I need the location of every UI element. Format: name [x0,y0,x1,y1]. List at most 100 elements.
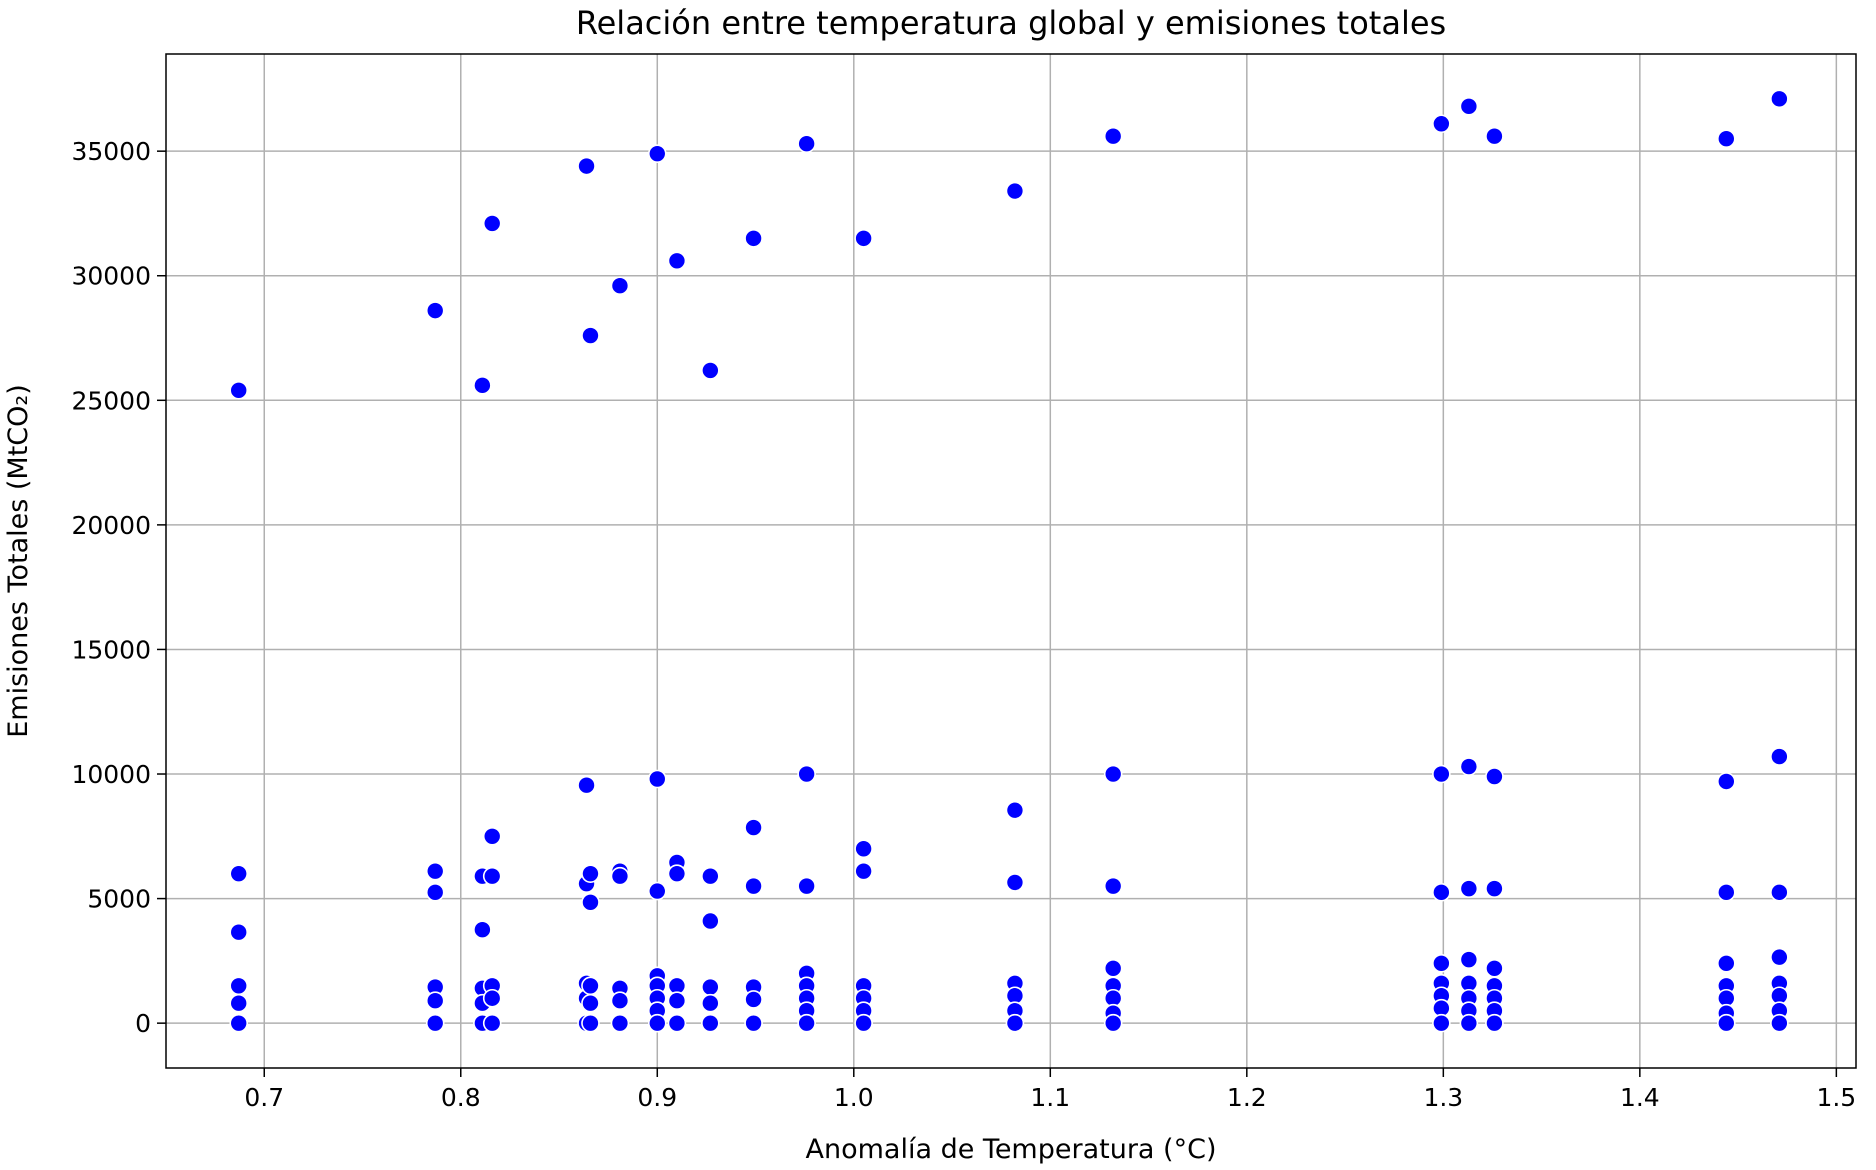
x-tick-label: 1.4 [1620,1083,1660,1112]
data-point [1770,747,1789,766]
data-point [1103,764,1123,784]
y-tick-label: 10000 [71,760,151,789]
data-point [797,876,816,896]
data-point [482,988,502,1008]
data-point [701,866,720,886]
x-tick-label: 1.0 [834,1083,874,1112]
data-point [744,1013,763,1033]
data-point [1717,883,1736,902]
data-point [425,861,445,881]
data-point [667,251,687,271]
data-point [1717,772,1736,791]
data-point [797,134,816,153]
y-tick-label: 20000 [71,511,151,540]
data-point [1770,89,1789,109]
x-tick-label: 1.3 [1423,1083,1463,1112]
data-point [647,144,667,163]
data-point [610,1013,630,1033]
data-point [1770,947,1789,967]
data-point [1103,959,1123,978]
y-tick-label: 15000 [71,635,151,664]
plot-frame [165,53,1857,1069]
x-tick-label: 1.1 [1030,1083,1070,1112]
data-point [854,861,873,881]
data-point [581,1013,600,1033]
y-tick-label: 0 [135,1009,151,1038]
x-tick-label: 1.2 [1227,1083,1267,1112]
data-point [482,866,502,886]
data-point [1432,764,1451,784]
data-point [701,911,720,931]
data-point [1485,767,1504,786]
data-point [229,1013,249,1033]
data-point [610,866,630,886]
data-point [1717,129,1736,149]
data-point [667,991,687,1011]
data-point [1459,97,1479,116]
data-point [1005,873,1025,892]
data-point [229,381,249,400]
data-point [647,881,667,901]
data-point [1459,879,1479,898]
data-point [744,818,763,837]
data-point [667,864,687,883]
data-point [1485,879,1504,898]
x-tick-label: 1.5 [1816,1083,1856,1112]
chart-title: Relación entre temperatura global y emis… [576,4,1446,42]
data-point [425,883,445,902]
data-point [581,326,600,345]
data-point [1770,1013,1789,1033]
data-point [1005,800,1025,820]
data-point [1005,181,1025,201]
data-point [1103,126,1123,146]
data-point [701,977,720,997]
x-tick-label: 0.9 [637,1083,677,1112]
data-point [610,276,630,296]
data-point [1005,1013,1025,1033]
data-point [229,922,249,942]
data-point [425,301,445,320]
data-point [1459,950,1479,969]
data-point [581,864,600,883]
data-point [229,864,249,883]
data-point [701,361,720,380]
data-point [854,839,873,859]
y-tick-label: 25000 [71,386,151,415]
y-tick-label: 5000 [87,885,151,914]
data-point [797,1013,816,1033]
data-point [1432,883,1451,902]
data-point [577,156,596,176]
data-point [1103,1013,1123,1033]
y-tick-label: 35000 [71,137,151,166]
data-point [577,775,596,795]
x-axis: 0.7 0.8 0.9 1.0 1.1 1.2 1.3 1.4 1.5 [244,1068,1856,1112]
data-point [1717,1013,1736,1033]
data-point [1485,1013,1504,1033]
y-axis: 0 5000 10000 15000 20000 25000 30000 35000 [71,137,166,1038]
data-point [610,991,630,1011]
data-point [647,769,667,789]
data-point [229,976,249,996]
y-tick-label: 30000 [71,262,151,291]
data-point [1717,954,1736,973]
data-point [744,876,763,896]
data-point [701,1013,720,1033]
x-tick-label: 0.7 [244,1083,284,1112]
data-point [854,229,873,248]
data-point [797,764,816,784]
data-point [744,229,763,248]
data-point [1485,959,1504,978]
data-point [744,990,763,1009]
data-point [854,1013,873,1033]
data-point [647,1013,667,1033]
data-point [581,893,600,912]
x-axis-label: Anomalía de Temperatura (°C) [806,1134,1217,1165]
data-point [1485,126,1504,146]
data-point [1432,1013,1451,1033]
data-point [581,976,600,996]
data-point [1770,883,1789,902]
y-axis-label: Emisiones Totales (MtCO₂) [3,384,34,738]
data-point [1459,757,1479,776]
x-tick-label: 0.8 [441,1083,481,1112]
